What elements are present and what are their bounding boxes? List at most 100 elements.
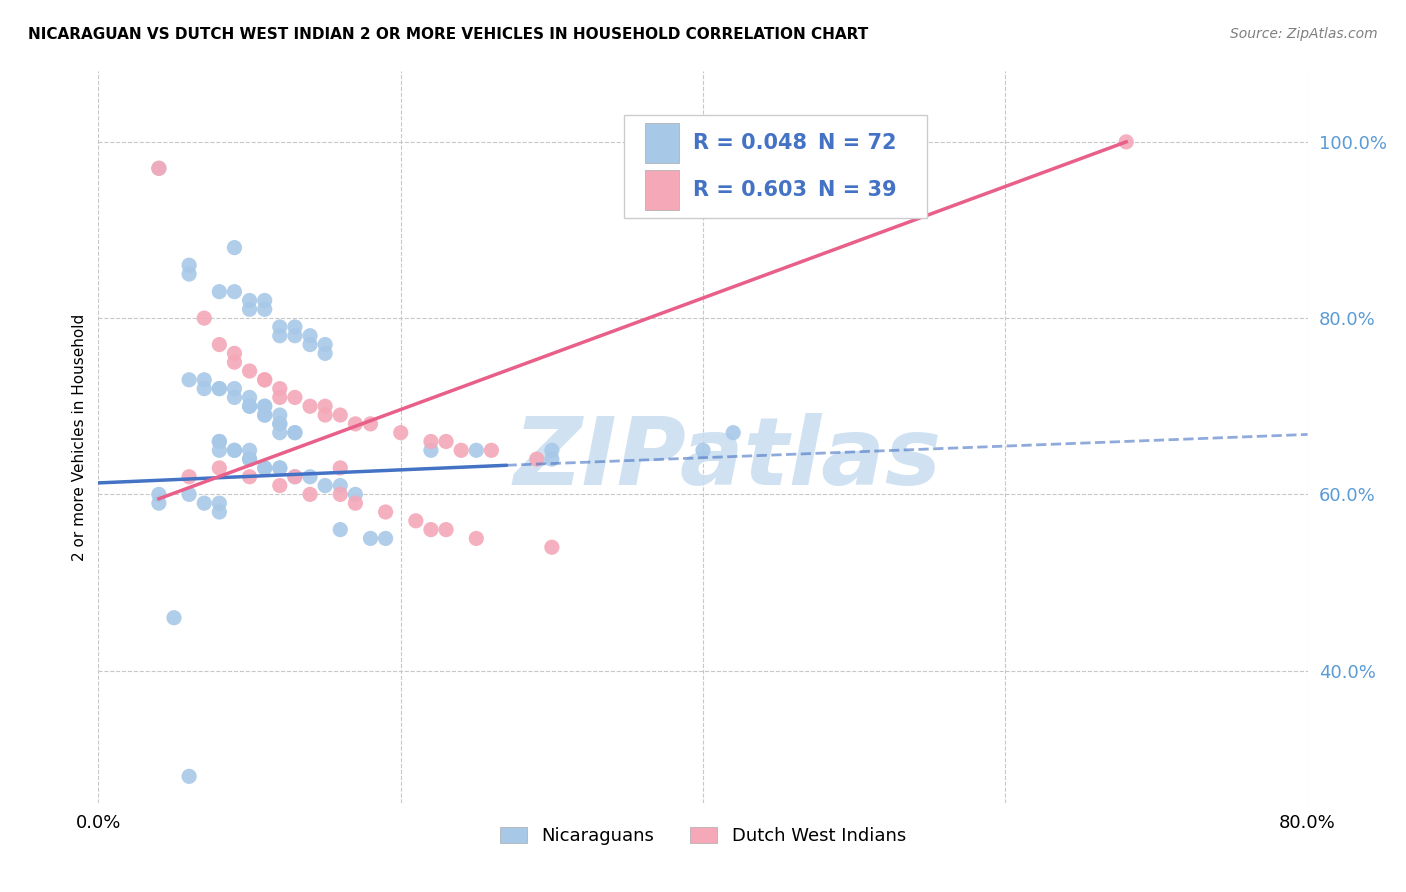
Point [253,461,276,475]
Point [344,417,367,431]
Point [284,425,307,440]
Point [208,337,231,351]
Point [329,408,352,422]
Point [360,532,382,546]
Point [239,391,262,405]
Text: Source: ZipAtlas.com: Source: ZipAtlas.com [1230,27,1378,41]
Point [224,443,246,458]
Point [314,478,336,492]
Point [269,382,291,396]
FancyBboxPatch shape [645,170,679,211]
Point [269,391,291,405]
Point [253,373,276,387]
Point [239,452,262,467]
Point [299,469,322,483]
Point [224,382,246,396]
Point [224,391,246,405]
Point [269,478,291,492]
Point [208,382,231,396]
Point [239,399,262,413]
Point [208,382,231,396]
Point [269,320,291,334]
Point [179,769,201,783]
Point [193,496,215,510]
Text: NICARAGUAN VS DUTCH WEST INDIAN 2 OR MORE VEHICLES IN HOUSEHOLD CORRELATION CHAR: NICARAGUAN VS DUTCH WEST INDIAN 2 OR MOR… [28,27,869,42]
Point [314,346,336,360]
Point [284,469,307,483]
Point [284,328,307,343]
FancyBboxPatch shape [624,115,927,218]
Point [224,241,246,255]
Point [193,373,215,387]
Point [329,523,352,537]
Point [540,443,562,458]
Text: N = 39: N = 39 [818,180,897,200]
Point [253,461,276,475]
Point [239,364,262,378]
Point [420,443,443,458]
Point [314,408,336,422]
Point [329,478,352,492]
Point [208,505,231,519]
Point [193,382,215,396]
Text: ZIPatlas: ZIPatlas [513,413,941,505]
Point [148,161,170,176]
Point [208,285,231,299]
Point [193,311,215,326]
Point [208,461,231,475]
Point [284,320,307,334]
Text: R = 0.603: R = 0.603 [693,180,807,200]
Point [284,425,307,440]
Point [179,267,201,281]
Point [269,425,291,440]
Point [269,417,291,431]
Point [723,425,745,440]
Point [692,443,714,458]
Point [481,443,503,458]
Point [239,452,262,467]
Point [253,399,276,413]
Point [344,487,367,501]
Text: N = 72: N = 72 [818,133,897,153]
Point [434,434,457,449]
Point [208,434,231,449]
Point [405,514,427,528]
Point [450,443,472,458]
Point [253,399,276,413]
Point [299,337,322,351]
Point [163,611,186,625]
Point [284,469,307,483]
Point [148,161,170,176]
Point [208,434,231,449]
Point [224,355,246,369]
Point [208,443,231,458]
Point [253,408,276,422]
Point [314,399,336,413]
Point [224,346,246,360]
Point [329,461,352,475]
Point [208,496,231,510]
FancyBboxPatch shape [645,122,679,162]
Point [239,302,262,317]
Point [374,505,396,519]
Point [360,417,382,431]
Legend: Nicaraguans, Dutch West Indians: Nicaraguans, Dutch West Indians [492,820,914,852]
Point [540,540,562,554]
Point [420,434,443,449]
Point [224,443,246,458]
Point [269,408,291,422]
Point [179,469,201,483]
Point [374,532,396,546]
Point [540,452,562,467]
Y-axis label: 2 or more Vehicles in Household: 2 or more Vehicles in Household [72,313,87,561]
Point [239,443,262,458]
Point [253,408,276,422]
Point [269,461,291,475]
Point [389,425,412,440]
Point [148,496,170,510]
Point [239,469,262,483]
Point [420,523,443,537]
Point [284,391,307,405]
Point [329,487,352,501]
Text: R = 0.048: R = 0.048 [693,133,807,153]
